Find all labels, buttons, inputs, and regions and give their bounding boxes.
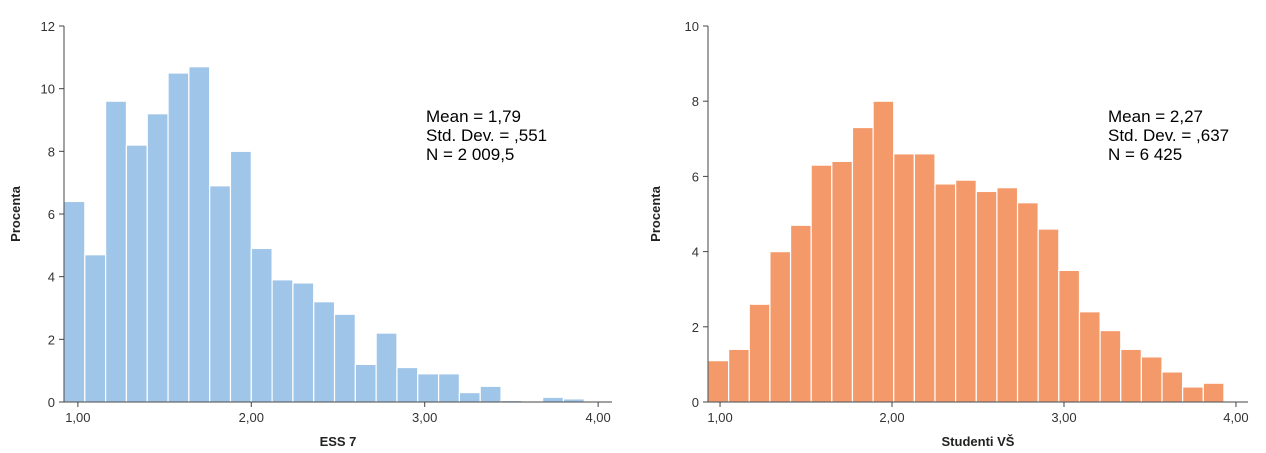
chart-0-bar-9 <box>250 247 273 403</box>
chart-0-y-tick-label-5: 10 <box>41 82 55 97</box>
chart-1-bar-12 <box>955 179 977 403</box>
chart-1-x-tick-label-0: 1,00 <box>707 410 732 425</box>
chart-0-bar-23 <box>542 396 565 403</box>
chart-1-y-tick-label-5: 10 <box>685 19 699 34</box>
chart-0-bar-12 <box>313 301 336 403</box>
chart-1-x-axis-title: Studenti VŠ <box>942 434 1015 449</box>
chart-0-bar-5 <box>167 72 190 403</box>
chart-1-bar-4 <box>789 224 812 403</box>
chart-1-y-tick-label-4: 8 <box>692 94 699 109</box>
chart-1-bar-1 <box>728 348 750 403</box>
chart-1-bar-0 <box>707 360 730 403</box>
chart-1-x-tick-label-1: 2,00 <box>879 410 904 425</box>
chart-1-bar-10 <box>913 153 936 403</box>
chart-0-y-tick-label-3: 6 <box>48 207 55 222</box>
chart-0-bar-17 <box>417 373 440 403</box>
chart-1-bar-19 <box>1099 329 1122 403</box>
chart-0-stats-line-1: Std. Dev. = ,551 <box>426 126 547 145</box>
chart-1-bar-2 <box>748 303 771 403</box>
chart-1-bar-14 <box>996 187 1019 403</box>
chart-1-x-tick-label-3: 4,00 <box>1223 410 1248 425</box>
chart-0-bar-15 <box>375 332 398 403</box>
chart-0-bar-20 <box>479 385 502 403</box>
chart-0-bar-10 <box>271 279 294 403</box>
chart-0-x-tick-label-1: 2,00 <box>239 410 264 425</box>
chart-0-x-axis-title: ESS 7 <box>320 434 357 449</box>
chart-0-bar-7 <box>209 185 232 403</box>
histogram-ess7-chart: 0 2 4 6 8 10 12 1,00 2,00 3,00 4,00 ESS 7 Procenta Me… <box>8 19 612 449</box>
chart-0-y-tick-label-2: 4 <box>48 270 55 285</box>
chart-0-stats-line-2: N = 2 009,5 <box>426 145 514 164</box>
chart-1-bar-24 <box>1202 382 1225 403</box>
chart-1-bar-6 <box>831 160 854 403</box>
chart-0-bar-11 <box>292 282 315 403</box>
chart-0-x-tick-label-3: 4,00 <box>585 410 610 425</box>
chart-0-x-tick-label-0: 1,00 <box>65 410 90 425</box>
chart-1-bar-11 <box>934 183 957 403</box>
chart-1-bar-17 <box>1058 269 1081 403</box>
chart-0-bar-14 <box>354 363 377 403</box>
chart-1-bar-20 <box>1120 348 1142 403</box>
chart-0-stats-line-0: Mean = 1,79 <box>426 107 521 126</box>
chart-0-bar-8 <box>229 150 252 403</box>
chart-0-bar-18 <box>437 373 460 403</box>
chart-1-bar-22 <box>1161 371 1184 403</box>
chart-0-bar-6 <box>188 66 211 403</box>
histogram-ess7-panel: 0 2 4 6 8 10 12 1,00 2,00 3,00 4,00 ESS 7 Procenta Me… <box>8 19 612 449</box>
chart-1-bar-3 <box>769 251 792 403</box>
chart-0-bar-3 <box>125 144 148 403</box>
histogram-studenti-panel: 0 2 4 6 8 10 1,00 2,00 3,00 4,00 Studenti VŠ Procen… <box>640 0 1266 453</box>
chart-1-y-tick-label-2: 4 <box>692 245 699 260</box>
chart-1-bar-21 <box>1140 356 1163 403</box>
chart-0-y-axis-title: Procenta <box>8 185 23 241</box>
chart-1-y-tick-label-1: 2 <box>692 320 699 335</box>
chart-1-bar-15 <box>1016 202 1039 403</box>
chart-0-bar-0 <box>63 200 86 403</box>
chart-1-stats-line-0: Mean = 2,27 <box>1108 107 1203 126</box>
chart-1-bar-13 <box>975 190 998 403</box>
chart-0-y-tick-label-1: 2 <box>48 332 55 347</box>
chart-1-y-tick-label-3: 6 <box>692 169 699 184</box>
chart-0-y-tick-label-0: 0 <box>48 395 55 410</box>
chart-1-bar-23 <box>1182 386 1204 403</box>
chart-0-y-tick-label-4: 8 <box>48 144 55 159</box>
chart-1-bar-8 <box>872 100 895 403</box>
chart-0-bar-16 <box>396 366 419 403</box>
chart-0-x-tick-label-2: 3,00 <box>412 410 437 425</box>
chart-0-bar-19 <box>458 392 481 403</box>
chart-0-bar-1 <box>84 254 107 403</box>
chart-1-y-axis-title: Procenta <box>648 185 663 241</box>
chart-1-bar-5 <box>810 164 833 403</box>
chart-0-bar-4 <box>146 113 169 403</box>
chart-1-stats-line-1: Std. Dev. = ,637 <box>1108 126 1229 145</box>
chart-1-y-tick-label-0: 0 <box>692 395 699 410</box>
chart-1-stats-line-2: N = 6 425 <box>1108 145 1182 164</box>
chart-0-bar-2 <box>105 100 128 403</box>
chart-1-bar-16 <box>1037 228 1060 403</box>
chart-0-bar-13 <box>333 313 356 403</box>
chart-1-x-tick-label-2: 3,00 <box>1051 410 1076 425</box>
chart-0-y-tick-label-6: 12 <box>41 19 55 34</box>
chart-1-bar-18 <box>1078 311 1101 403</box>
histogram-studenti-chart: 0 2 4 6 8 10 1,00 2,00 3,00 4,00 Studenti VŠ Procen… <box>648 19 1249 449</box>
chart-1-bar-7 <box>851 126 874 403</box>
chart-1-bar-9 <box>893 153 915 403</box>
